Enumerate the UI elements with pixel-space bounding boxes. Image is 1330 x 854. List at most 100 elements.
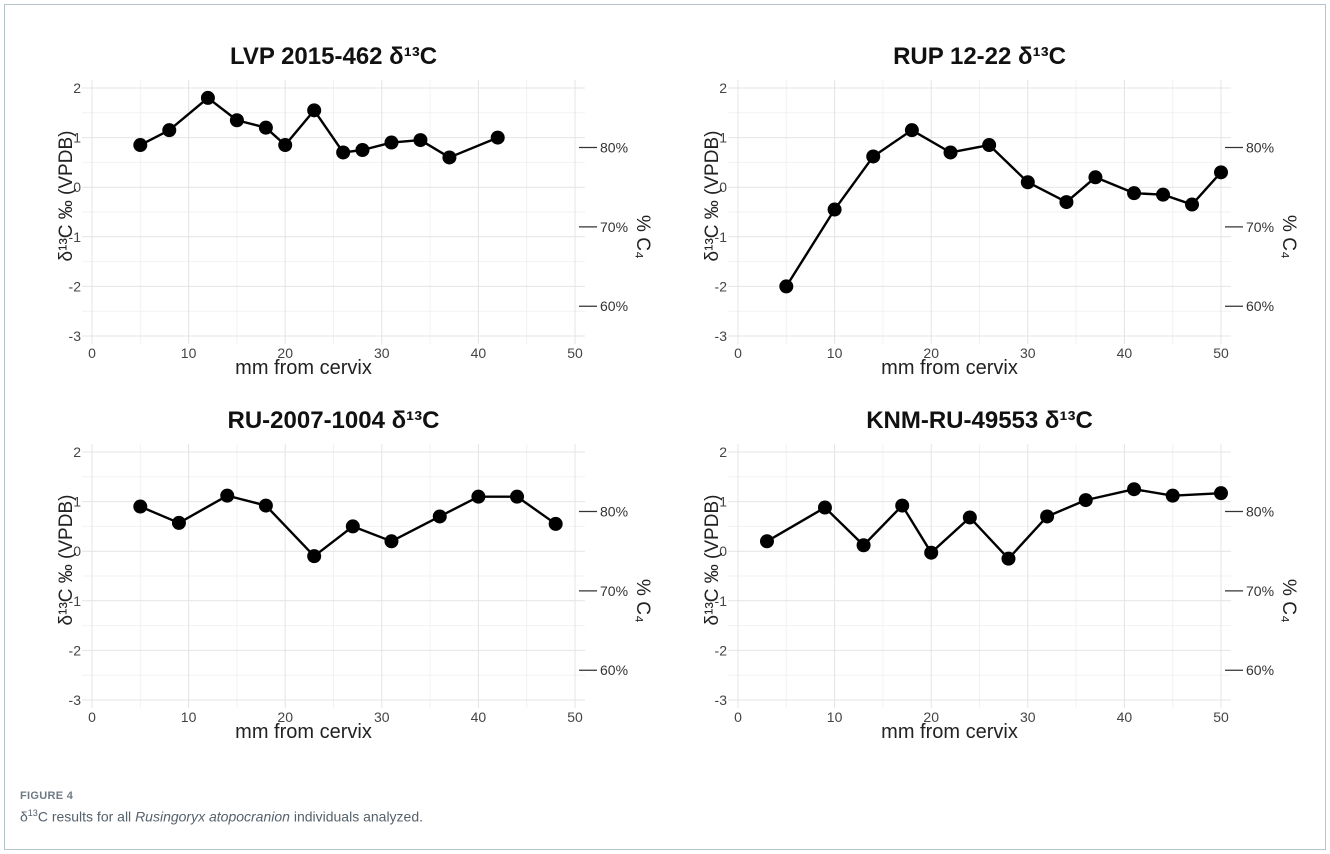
x-tick-label: 20	[923, 709, 939, 725]
data-point	[817, 500, 832, 515]
data-point	[384, 534, 399, 549]
x-tick-label: 30	[374, 709, 390, 725]
data-point	[200, 90, 215, 105]
y-tick-label: 0	[719, 543, 727, 559]
y2-tick-label: 60%	[600, 662, 628, 678]
x-tick-label: 50	[567, 345, 583, 361]
y-tick-label: -3	[69, 328, 82, 344]
data-point	[1214, 165, 1228, 180]
data-point	[510, 489, 525, 504]
y-axis-label: δ¹³C ‰ (VPDB)	[702, 495, 723, 626]
x-tick-label: 10	[827, 709, 843, 725]
y-tick-label: 1	[719, 494, 727, 510]
y-tick-label: 2	[73, 80, 81, 96]
y-tick-label: -2	[715, 278, 728, 294]
data-point	[133, 138, 148, 153]
data-point	[759, 534, 774, 549]
y-tick-label: -2	[715, 642, 728, 658]
chart-title: LVP 2015-462 δ¹³C	[230, 43, 437, 70]
data-point	[1020, 175, 1035, 190]
data-point	[943, 145, 958, 160]
series-line	[785, 128, 1222, 288]
y2-axis-label: % C₄	[632, 215, 653, 259]
data-point	[162, 123, 177, 138]
y2-tick-label: 80%	[600, 140, 628, 156]
data-point	[924, 545, 939, 560]
y-tick-label: 2	[719, 80, 727, 96]
caption-suffix: individuals analyzed.	[289, 808, 424, 825]
data-point	[1165, 488, 1180, 503]
figure-frame	[4, 4, 1326, 850]
data-point	[962, 510, 977, 525]
y-tick-label: 1	[73, 494, 81, 510]
x-tick-label: 40	[1117, 345, 1133, 361]
y2-tick-label: 70%	[1246, 219, 1274, 235]
y-tick-label: 0	[719, 179, 727, 195]
y2-tick-label: 70%	[1246, 583, 1274, 599]
y2-tick-label: 80%	[1246, 504, 1274, 520]
x-tick-label: 30	[1020, 345, 1036, 361]
data-point	[1127, 482, 1142, 497]
y-tick-label: -1	[715, 229, 728, 245]
y-tick-label: 0	[73, 543, 81, 559]
data-point	[904, 123, 919, 138]
y2-axis-label: % C₄	[632, 579, 653, 623]
data-point	[982, 138, 997, 153]
y-tick-label: 1	[73, 130, 81, 146]
caption-prefix: δ	[20, 808, 28, 825]
data-point	[866, 149, 881, 164]
x-tick-label: 0	[88, 345, 96, 361]
data-point	[490, 130, 505, 145]
data-point	[413, 133, 428, 148]
y-tick-label: -3	[715, 328, 728, 344]
data-point	[220, 488, 235, 503]
y-axis-label: δ¹³C ‰ (VPDB)	[56, 131, 77, 262]
y-tick-label: -2	[69, 642, 82, 658]
y-tick-label: -1	[69, 593, 82, 609]
x-tick-label: 20	[277, 709, 293, 725]
data-point	[895, 498, 910, 513]
data-point	[307, 103, 322, 118]
caption-mid: C results for all	[37, 808, 136, 825]
data-point	[258, 498, 273, 513]
x-tick-label: 10	[827, 345, 843, 361]
data-point	[229, 113, 244, 128]
x-tick-label: 50	[1213, 345, 1229, 361]
x-tick-label: 30	[1020, 709, 1036, 725]
y2-tick-label: 70%	[600, 583, 628, 599]
data-point	[307, 549, 322, 564]
data-point	[1214, 486, 1228, 501]
y2-tick-label: 80%	[600, 504, 628, 520]
caption-species: Rusingoryx atopocranion	[135, 808, 290, 825]
data-point	[1078, 493, 1093, 508]
figure-label: FIGURE 4	[20, 790, 74, 802]
data-point	[1156, 187, 1171, 202]
y2-tick-label: 60%	[1246, 298, 1274, 314]
y-tick-label: -1	[715, 593, 728, 609]
x-tick-label: 10	[181, 709, 197, 725]
y2-tick-label: 80%	[1246, 140, 1274, 156]
y-axis-label: δ¹³C ‰ (VPDB)	[56, 495, 77, 626]
x-tick-label: 0	[734, 345, 742, 361]
chart-title: KNM-RU-49553 δ¹³C	[866, 407, 1093, 434]
x-tick-label: 0	[734, 709, 742, 725]
x-tick-label: 50	[567, 709, 583, 725]
x-axis-label: mm from cervix	[235, 721, 372, 743]
data-point	[432, 509, 447, 524]
y-tick-label: -3	[69, 692, 82, 708]
data-point	[258, 120, 273, 135]
y2-tick-label: 70%	[600, 219, 628, 235]
y-tick-label: -3	[715, 692, 728, 708]
figure-caption-text: δ13C results for all Rusingoryx atopocra…	[20, 808, 423, 825]
y-axis-label: δ¹³C ‰ (VPDB)	[702, 131, 723, 262]
y-tick-label: 2	[73, 444, 81, 460]
x-tick-label: 40	[471, 345, 487, 361]
x-tick-label: 50	[1213, 709, 1229, 725]
x-axis-label: mm from cervix	[235, 357, 372, 379]
x-tick-label: 40	[471, 709, 487, 725]
data-point	[1059, 195, 1074, 210]
y-tick-label: 2	[719, 444, 727, 460]
data-point	[779, 279, 794, 294]
